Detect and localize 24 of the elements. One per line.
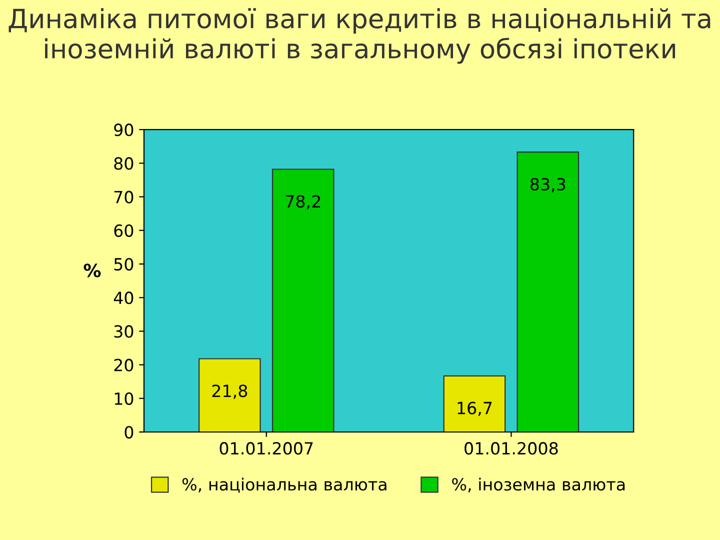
data-label: 16,7 — [458, 402, 492, 416]
y-tick-label: 90 — [114, 124, 134, 136]
data-label: 78,2 — [286, 195, 320, 210]
legend-label: %, іноземна валюта — [452, 478, 625, 492]
y-tick-label: 80 — [114, 157, 134, 170]
bar — [443, 375, 506, 432]
x-tick-label: 01.01.2007 — [220, 442, 313, 455]
data-label: 21,8 — [212, 384, 248, 399]
y-tick-label: 70 — [114, 190, 134, 204]
y-tick-label: 20 — [114, 358, 134, 372]
bar — [272, 168, 334, 432]
y-tick-label: 0 — [124, 426, 134, 439]
y-axis-title: % — [84, 264, 101, 278]
x-tick-label: 01.01.2008 — [464, 442, 558, 455]
y-tick-label: 60 — [114, 224, 134, 237]
bar — [516, 152, 580, 432]
data-label: 83,3 — [530, 178, 566, 192]
chart-title: Динаміка питомої ваги кредитів в національній та іноземній валюті в загальному обсязі іпотеки — [8, 8, 710, 64]
y-tick-label: 50 — [114, 258, 134, 271]
y-tick-label: 30 — [114, 325, 134, 338]
y-tick-label: 40 — [114, 292, 134, 304]
y-tick-label: 10 — [114, 392, 134, 405]
bar — [198, 358, 261, 432]
legend-label: %, національна валюта — [182, 478, 386, 493]
